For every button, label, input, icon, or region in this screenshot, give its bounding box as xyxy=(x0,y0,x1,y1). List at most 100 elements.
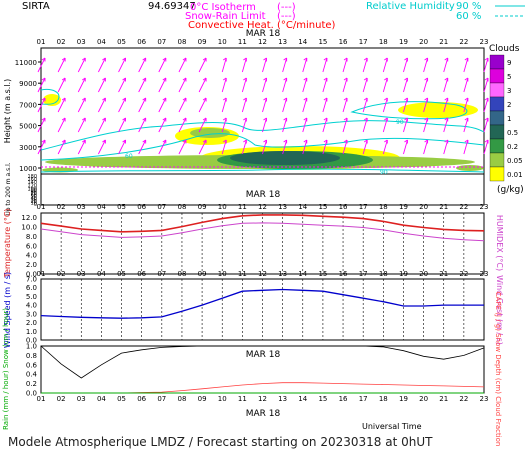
wind-arrow-head xyxy=(182,139,187,144)
lower-hour-07: 07 xyxy=(157,270,166,278)
wind-arrow-head xyxy=(202,139,207,144)
mid-hour-axis: 01 02 03 04 05 06 07 08 09 10 11 12 13 14 15 16 17 18 19 20… xyxy=(37,203,489,211)
mid-hour-17: 17 xyxy=(359,203,368,211)
legend-rh-60: 60 % xyxy=(456,11,481,22)
wind-arrow xyxy=(57,97,66,113)
low-height-tick-120: 120 xyxy=(27,183,37,189)
wind-arrow xyxy=(198,77,207,93)
wind-arrow xyxy=(362,139,368,155)
wind-arrow xyxy=(282,139,288,155)
bottom-hour-21: 21 xyxy=(439,395,448,403)
top-hour-07: 07 xyxy=(157,38,166,46)
wind-tick-3.0: 3.0 xyxy=(26,310,37,318)
mid-hour-10: 10 xyxy=(218,203,227,211)
wind-tick-1.0: 1.0 xyxy=(26,328,37,336)
low-height-tick-80: 80 xyxy=(31,190,37,196)
wind-arrow-head xyxy=(404,139,408,144)
wind-arrow-head xyxy=(464,117,469,122)
wind-arrow-head xyxy=(162,77,167,82)
wind-arrow-head xyxy=(122,57,126,62)
lower-hour-21: 21 xyxy=(439,270,448,278)
wind-arrow-head xyxy=(323,97,328,102)
wind-arrow xyxy=(118,139,126,155)
height-tick-5000: 5000 xyxy=(19,123,37,131)
wind-arrow xyxy=(443,117,449,133)
mid-hour-19: 19 xyxy=(399,203,408,211)
wind-arrow-head xyxy=(444,77,449,82)
wind-arrow-head xyxy=(404,117,408,122)
cloud-fraction-line xyxy=(40,345,485,379)
wind-tick-6.0: 6.0 xyxy=(26,284,37,292)
mid-hour-13: 13 xyxy=(278,203,287,211)
wind-arrow xyxy=(221,57,227,73)
legend-rh-label: Relative Humidity xyxy=(366,1,455,12)
humidex-line xyxy=(40,222,485,242)
mid-hour-03: 03 xyxy=(77,203,86,211)
wind-arrow xyxy=(158,97,167,113)
wind-arrow-head xyxy=(323,117,328,122)
wind-arrow xyxy=(158,139,167,155)
top-hour-08: 08 xyxy=(177,38,186,46)
wind-arrow-head xyxy=(363,139,368,144)
wind-gust-axis-label: Wind Gust (m / s) xyxy=(495,275,504,345)
wind-arrow xyxy=(262,139,267,155)
wind-arrow xyxy=(198,97,207,113)
lower-hour-14: 14 xyxy=(298,270,307,278)
temperature-tick-10.0: 10.0 xyxy=(21,224,37,232)
wind-arrow xyxy=(423,57,429,73)
wind-arrow-head xyxy=(424,117,429,122)
wind-arrow-head xyxy=(464,97,469,102)
precip-tick-0.4: 0.4 xyxy=(26,371,38,379)
wind-arrow-head xyxy=(283,57,288,62)
colorbar-swatches: 9 5 3 2 1 0.5 0.2 0.05 0.01 xyxy=(489,54,523,182)
top-hour-21: 21 xyxy=(439,38,448,46)
wind-arrow xyxy=(262,77,267,93)
bottom-hour-08: 08 xyxy=(177,395,186,403)
wind-arrow-head xyxy=(61,97,66,102)
wind-arrow-head xyxy=(424,139,429,144)
lower-hour-10: 10 xyxy=(218,270,227,278)
bottom-hour-06: 06 xyxy=(137,395,146,403)
wind-arrow xyxy=(423,77,429,93)
wind-arrow-head xyxy=(263,57,267,62)
wind-tick-4.0: 4.0 xyxy=(26,302,37,310)
wind-arrow-head xyxy=(243,77,247,82)
bottom-hour-02: 02 xyxy=(57,395,66,403)
mid-hour-22: 22 xyxy=(459,203,468,211)
wind-arrow xyxy=(178,57,187,73)
wind-arrow-head xyxy=(182,97,187,102)
wind-arrow xyxy=(138,77,147,93)
wind-arrow-head xyxy=(82,139,86,144)
wind-arrow xyxy=(77,97,86,113)
wind-arrow xyxy=(362,77,368,93)
wind-arrow xyxy=(37,77,46,93)
bottom-hour-16: 16 xyxy=(339,395,348,403)
wind-arrow-head xyxy=(303,57,308,62)
top-hour-13: 13 xyxy=(278,38,287,46)
wind-arrow xyxy=(57,57,66,73)
colorbar-swatch-9 xyxy=(489,54,505,70)
wind-arrow xyxy=(302,57,308,73)
mid-hour-18: 18 xyxy=(379,203,388,211)
wind-arrow xyxy=(37,97,46,113)
wind-arrow xyxy=(423,97,429,113)
wind-arrow-head xyxy=(484,139,489,144)
lower-hour-18: 18 xyxy=(379,270,388,278)
top-hour-06: 06 xyxy=(137,38,146,46)
mid-hour-23: 23 xyxy=(480,203,489,211)
bottom-hour-axis: 01 02 03 04 05 06 07 08 09 10 11 12 13 14 15 16 17 18 19 20… xyxy=(37,395,489,403)
bottom-hour-05: 05 xyxy=(117,395,126,403)
date-label-precip: MAR 18 xyxy=(246,350,281,360)
lower-hour-16: 16 xyxy=(339,270,348,278)
rh-contour-upperright xyxy=(350,101,468,120)
wind-arrow-head xyxy=(464,139,469,144)
colorbar: Clouds 9 5 3 2 1 0.5 0.2 0.05 0.01 (g/kg) xyxy=(489,44,524,195)
wind-arrow xyxy=(463,117,469,133)
mid-hour-15: 15 xyxy=(318,203,327,211)
wind-arrow xyxy=(403,139,408,155)
wind-arrow xyxy=(443,77,449,93)
wind-arrow-head xyxy=(404,57,408,62)
wind-arrow xyxy=(98,57,106,73)
wind-arrow xyxy=(443,57,449,73)
top-hour-axis: 01 02 03 04 05 06 07 08 09 10 11 12 13 14 15 16 17 18 19 20… xyxy=(37,38,489,46)
